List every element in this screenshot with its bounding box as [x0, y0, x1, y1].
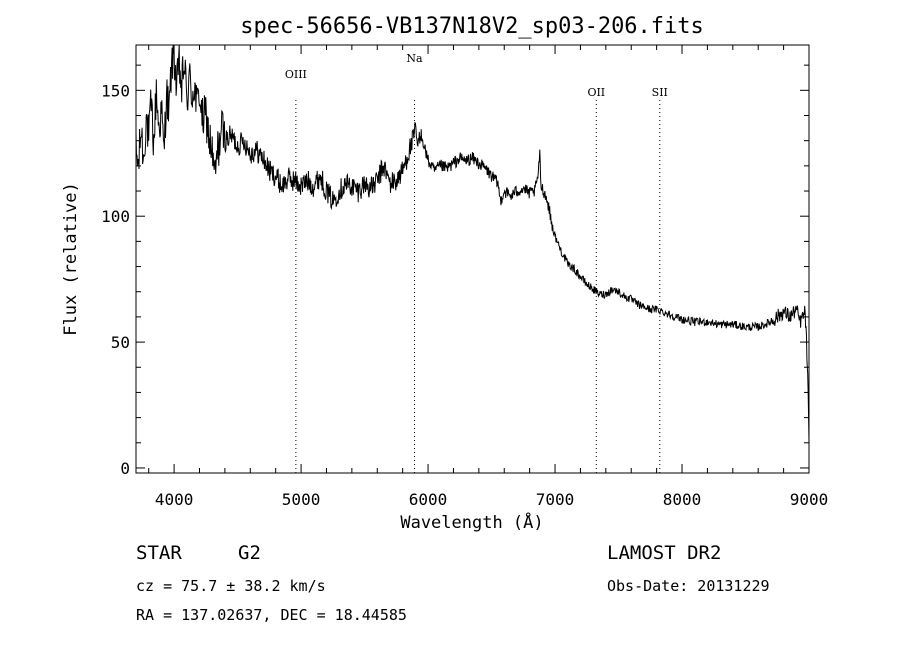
marker-label-oii: OII: [587, 86, 605, 99]
spectrum-series: [135, 44, 810, 443]
spectrum-line: [135, 44, 810, 443]
marker-label-na: Na: [406, 52, 423, 65]
plot-frame: [135, 44, 810, 474]
x-tick-label: 6000: [409, 490, 448, 509]
y-tick-label: 0: [120, 459, 130, 478]
x-tick-label: 9000: [790, 490, 829, 509]
object-class: STAR: [136, 542, 182, 564]
y-tick-label: 100: [101, 207, 130, 226]
y-tick-label: 150: [101, 81, 130, 100]
marker-label-oiii: OIII: [285, 68, 307, 81]
x-tick-label: 7000: [536, 490, 575, 509]
x-tick-label: 8000: [663, 490, 702, 509]
y-axis-label: Flux (relative): [61, 182, 81, 336]
x-tick-label: 4000: [155, 490, 194, 509]
chart-title: spec-56656-VB137N18V2_sp03-206.fits: [240, 14, 704, 39]
marker-label-sii: SII: [652, 86, 668, 99]
redshift-value: cz = 75.7 ± 38.2 km/s: [136, 577, 326, 595]
observation-date: Obs-Date: 20131229: [607, 577, 770, 595]
x-axis-label: Wavelength (Å): [400, 511, 543, 533]
x-tick-label: 5000: [282, 490, 321, 509]
coordinates: RA = 137.02637, DEC = 18.44585: [136, 606, 407, 624]
axis-ticks: 4000 5000 6000 7000 8000 9000 0 50 100 150: [101, 45, 828, 509]
object-subclass: G2: [238, 542, 261, 564]
survey-name: LAMOST DR2: [607, 542, 721, 564]
emission-line-markers: OIII Na OII SII: [285, 52, 668, 473]
y-tick-label: 50: [111, 333, 130, 352]
